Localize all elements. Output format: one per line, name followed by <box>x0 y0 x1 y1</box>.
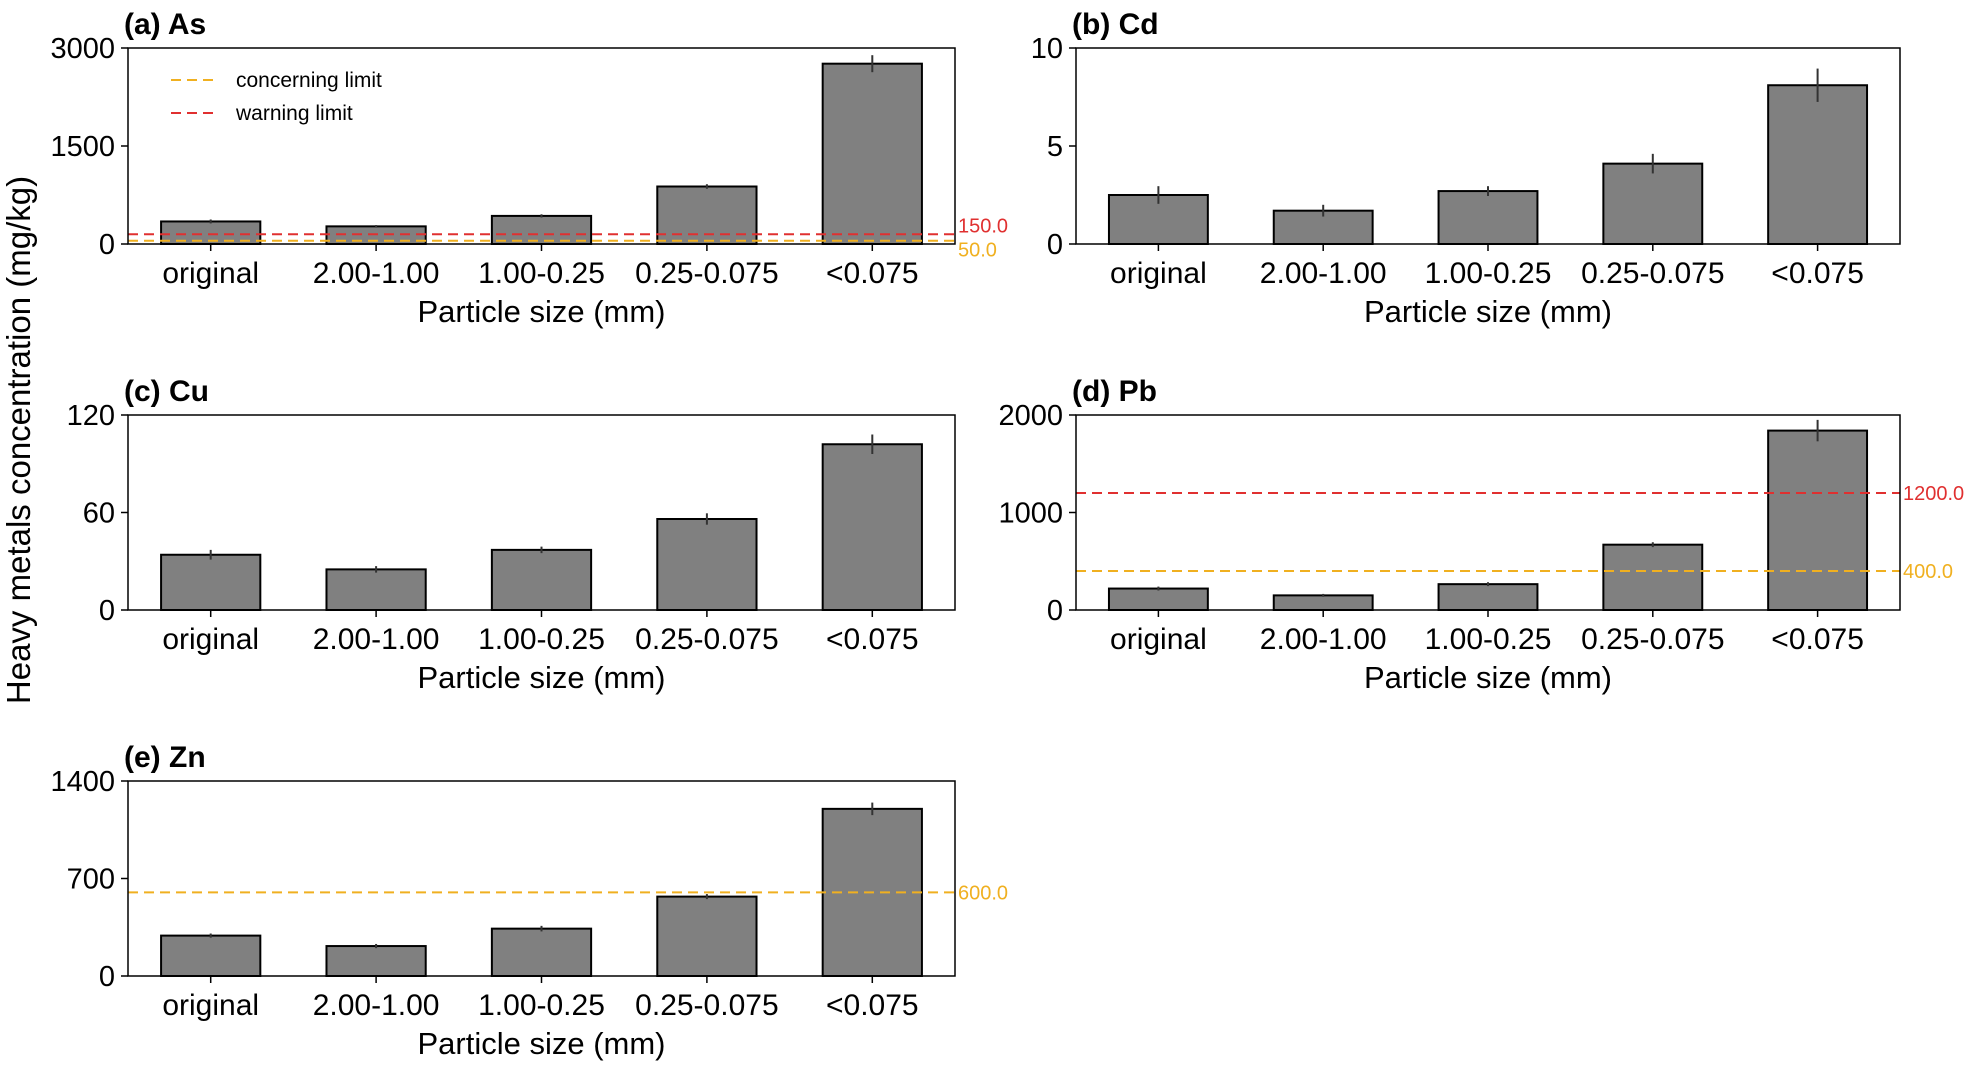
panel-b-cd-xtick-label-1-00-0-25: 1.00-0.25 <box>1425 257 1552 290</box>
panel-e-zn-xtick-label-0-075: <0.075 <box>826 989 919 1022</box>
panel-c-cu-xtick-label-2-00-1-00: 2.00-1.00 <box>313 623 440 656</box>
panel-c-cu-ytick-label-0: 0 <box>99 595 115 627</box>
panel-a-as-x-axis-label: Particle size (mm) <box>417 294 665 329</box>
panel-d-pb: (d) Pb 1200.0 400.0 0 1000 2000 original 2.00-1… <box>998 375 1964 695</box>
panel-b-cd-ytick-label-5: 5 <box>1047 131 1063 163</box>
panel-a-as-bar-0-25-0-075 <box>656 185 758 245</box>
panel-e-zn-ytick-label-700: 700 <box>67 864 115 896</box>
panel-d-pb-bar-0-075 <box>1767 429 1869 611</box>
panel-a-as-title: (a) As <box>124 8 206 41</box>
panel-a-as-bar-0-075 <box>821 62 923 246</box>
panel-a-as-xtick-label-2-00-1-00: 2.00-1.00 <box>313 257 440 290</box>
panel-e-zn-bar-2-00-1-00 <box>325 945 427 978</box>
panel-b-cd-xtick-label-original: original <box>1110 257 1207 290</box>
panel-e-zn-concerning-limit-label: 600.0 <box>958 882 1008 904</box>
legend-concerning-limit-label: concerning limit <box>236 69 382 92</box>
panels: (a) As 150.050.0 0 1500 3000 original 2.00-1.0… <box>50 8 1964 1061</box>
panel-a-as-xtick-label-original: original <box>162 257 259 290</box>
panel-b-cd-ytick-label-0: 0 <box>1047 229 1063 261</box>
panel-e-zn-bar-1-00-0-25 <box>490 927 593 978</box>
panel-c-cu-xtick-label-0-075: <0.075 <box>826 623 919 656</box>
panel-d-pb-xtick-label-0-25-0-075: 0.25-0.075 <box>1581 623 1724 656</box>
panel-b-cd-bar-1-00-0-25 <box>1437 190 1539 245</box>
panel-c-cu-x-axis-label: Particle size (mm) <box>417 660 665 695</box>
panel-d-pb-ytick-label-0: 0 <box>1047 595 1063 627</box>
panel-c-cu-ytick-label-120: 120 <box>67 400 115 432</box>
panel-b-cd-bar-0-075 <box>1767 84 1869 245</box>
panel-d-pb-xtick-label-2-00-1-00: 2.00-1.00 <box>1260 623 1387 656</box>
panel-c-cu-bar-1-00-0-25 <box>490 548 593 611</box>
panel-b-cd-title: (b) Cd <box>1072 8 1159 41</box>
panel-b-cd-bar-0-25-0-075 <box>1602 162 1704 245</box>
panel-d-pb-bar-1-00-0-25 <box>1437 583 1539 611</box>
panel-a-as-warning-limit-label: 150.0 <box>958 215 1008 237</box>
panel-e-zn-bar-original <box>160 934 262 977</box>
panel-a-as-ytick-label-3000: 3000 <box>50 33 115 65</box>
panel-a-as-xtick-label-0-075: <0.075 <box>826 257 919 290</box>
panel-c-cu-bar-original <box>160 553 262 611</box>
panel-b-cd-xtick-label-0-25-0-075: 0.25-0.075 <box>1581 257 1724 290</box>
panel-a-as: (a) As 150.050.0 0 1500 3000 original 2.00-1.0… <box>50 8 1008 329</box>
panel-b-cd-xtick-label-0-075: <0.075 <box>1771 257 1864 290</box>
panel-d-pb-xtick-label-original: original <box>1110 623 1207 656</box>
panel-d-pb-ytick-label-1000: 1000 <box>998 498 1063 530</box>
legend-warning-limit-label: warning limit <box>235 102 353 125</box>
panel-e-zn-xtick-label-1-00-0-25: 1.00-0.25 <box>478 989 605 1022</box>
figure-y-axis-label: Heavy metals concentration (mg/kg) <box>0 176 37 704</box>
panel-a-as-ytick-label-1500: 1500 <box>50 131 115 163</box>
panel-e-zn-ytick-label-1400: 1400 <box>50 766 115 798</box>
panel-c-cu: (c) Cu 0 60 120 original 2.00-1.00 1.00-0.25 0.… <box>67 375 956 695</box>
panel-d-pb-bar-2-00-1-00 <box>1272 594 1374 611</box>
panel-e-zn-xtick-label-2-00-1-00: 2.00-1.00 <box>313 989 440 1022</box>
panel-a-as-xtick-label-0-25-0-075: 0.25-0.075 <box>635 257 778 290</box>
panel-e-zn: (e) Zn 600.0 0 700 1400 original 2.00-1.00 1.00… <box>50 741 1008 1061</box>
panel-c-cu-bar-0-075 <box>821 443 923 611</box>
panel-c-cu-xtick-label-0-25-0-075: 0.25-0.075 <box>635 623 778 656</box>
panel-d-pb-xtick-label-1-00-0-25: 1.00-0.25 <box>1425 623 1552 656</box>
panel-e-zn-xtick-label-original: original <box>162 989 259 1022</box>
panel-d-pb-bar-0-25-0-075 <box>1602 543 1704 611</box>
panel-b-cd-x-axis-label: Particle size (mm) <box>1364 294 1612 329</box>
panel-b-cd: (b) Cd 0 5 10 original 2.00-1.00 1.00-0.25 0.25… <box>1031 8 1901 329</box>
panel-d-pb-title: (d) Pb <box>1072 375 1157 408</box>
panel-d-pb-concerning-limit-label: 400.0 <box>1903 561 1953 583</box>
panel-d-pb-bar-original <box>1107 587 1209 611</box>
panel-c-cu-ytick-label-60: 60 <box>83 498 115 530</box>
panel-d-pb-xtick-label-0-075: <0.075 <box>1771 623 1864 656</box>
panel-d-pb-ytick-label-2000: 2000 <box>998 400 1063 432</box>
panel-b-cd-xtick-label-2-00-1-00: 2.00-1.00 <box>1260 257 1387 290</box>
panel-a-as-concerning-limit-label: 50.0 <box>958 239 997 261</box>
legend: concerning limit warning limit <box>171 69 382 125</box>
panel-e-zn-bar-0-25-0-075 <box>656 895 758 977</box>
panel-e-zn-x-axis-label: Particle size (mm) <box>417 1026 665 1061</box>
panel-a-as-ytick-label-0: 0 <box>99 229 115 261</box>
panel-c-cu-bar-0-25-0-075 <box>656 518 758 611</box>
panel-d-pb-x-axis-label: Particle size (mm) <box>1364 660 1612 695</box>
panel-c-cu-title: (c) Cu <box>124 375 209 408</box>
panel-e-zn-ytick-label-0: 0 <box>99 961 115 993</box>
panel-b-cd-ytick-label-10: 10 <box>1031 33 1063 65</box>
panel-a-as-xtick-label-1-00-0-25: 1.00-0.25 <box>478 257 605 290</box>
panel-d-pb-warning-limit-label: 1200.0 <box>1903 483 1964 505</box>
panel-c-cu-xtick-label-1-00-0-25: 1.00-0.25 <box>478 623 605 656</box>
panel-e-zn-title: (e) Zn <box>124 741 206 774</box>
panel-c-cu-bar-2-00-1-00 <box>325 568 427 611</box>
panel-c-cu-xtick-label-original: original <box>162 623 259 656</box>
panel-e-zn-xtick-label-0-25-0-075: 0.25-0.075 <box>635 989 778 1022</box>
